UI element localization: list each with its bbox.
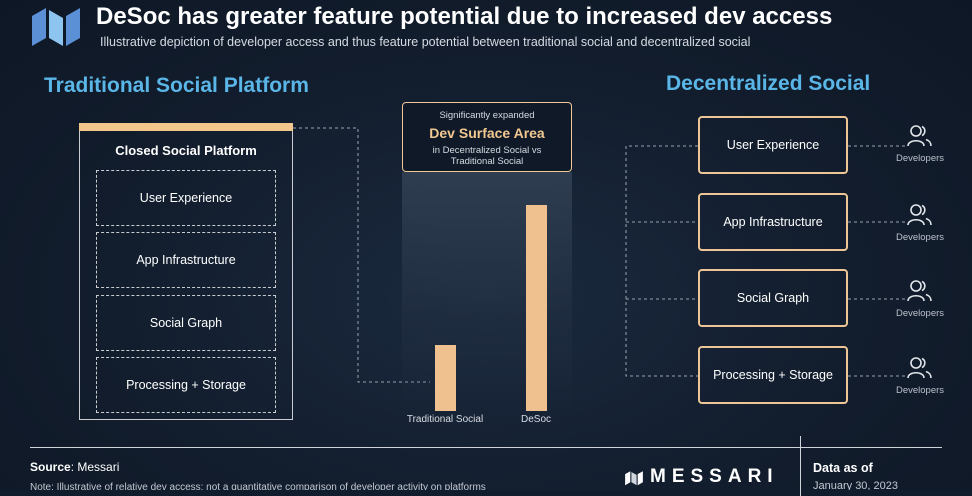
developers-label: Developers — [895, 232, 945, 243]
messari-mark-icon — [625, 470, 643, 485]
dev-surface-callout: Significantly expanded Dev Surface Area … — [402, 102, 572, 172]
developers-icon — [907, 280, 932, 302]
page-title: DeSoc has greater feature potential due … — [96, 3, 833, 30]
traditional-section-title: Traditional Social Platform — [44, 74, 309, 97]
desoc-layer-user-experience: User Experience — [698, 116, 848, 174]
developers-icon — [907, 125, 932, 147]
closed-layer-processing-storage: Processing + Storage — [96, 357, 276, 413]
callout-top-text: Significantly expanded — [439, 110, 535, 121]
bar-desoc — [526, 205, 547, 411]
closed-layer-user-experience: User Experience — [96, 170, 276, 226]
footer-divider — [30, 447, 942, 448]
desoc-layer-processing-storage: Processing + Storage — [698, 346, 848, 404]
desoc-layer-social-graph: Social Graph — [698, 269, 848, 327]
footnote: Note: Illustrative of relative dev acces… — [30, 482, 486, 490]
messari-wordmark: MESSARI — [650, 466, 779, 487]
messari-brand: MESSARI — [624, 466, 779, 488]
developers-label: Developers — [895, 308, 945, 319]
developers-icon — [907, 357, 932, 379]
closed-layer-social-graph: Social Graph — [96, 295, 276, 351]
decentralized-section-title: Decentralized Social — [666, 72, 871, 95]
closed-platform-title: Closed Social Platform — [115, 143, 257, 158]
callout-main-text: Dev Surface Area — [429, 125, 545, 141]
developers-icon — [907, 204, 932, 226]
callout-line-1: in Decentralized Social vs — [432, 145, 542, 156]
page-subtitle: Illustrative depiction of developer acce… — [100, 35, 751, 49]
footer-vertical-divider — [800, 436, 801, 496]
developers-group-4: Developers — [885, 356, 955, 396]
developers-group-1: Developers — [885, 124, 955, 164]
data-date: January 30, 2023 — [813, 480, 899, 490]
developers-group-3: Developers — [885, 279, 955, 319]
source-line: Source: Messari — [30, 460, 119, 474]
bar-label-traditional-social: Traditional Social — [406, 414, 484, 425]
bar-label-desoc: DeSoc — [520, 414, 551, 425]
developers-label: Developers — [895, 153, 945, 164]
desoc-layer-app-infrastructure: App Infrastructure — [698, 193, 848, 251]
source-label: Source — [30, 460, 71, 474]
developers-group-2: Developers — [885, 203, 955, 243]
bar-traditional-social — [435, 345, 456, 411]
developers-label: Developers — [895, 385, 945, 396]
source-value: : Messari — [70, 460, 120, 474]
data-as-of-label: Data as of — [813, 461, 873, 475]
callout-line-2: Traditional Social — [450, 156, 524, 167]
closed-platform-bar — [79, 123, 293, 131]
closed-layer-app-infrastructure: App Infrastructure — [96, 232, 276, 288]
messari-logo-icon — [32, 8, 80, 46]
